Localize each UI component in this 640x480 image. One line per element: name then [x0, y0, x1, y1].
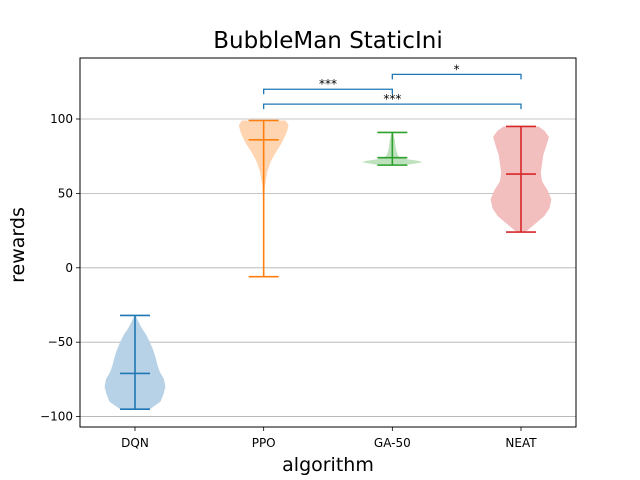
significance-bracket — [263, 103, 522, 110]
x-tick-label: NEAT — [505, 436, 537, 450]
x-tick-label: PPO — [252, 436, 276, 450]
significance-bracket — [391, 73, 522, 80]
y-tick-label: 0 — [65, 261, 73, 275]
x-axis-ticks: DQN PPO GA-50 NEAT — [121, 427, 537, 450]
violins — [104, 119, 552, 410]
y-tick-label: −100 — [40, 410, 73, 424]
x-axis-label: algorithm — [282, 454, 374, 476]
significance-label: * — [454, 62, 460, 76]
significance-label: *** — [319, 77, 337, 91]
y-tick-label: 100 — [50, 112, 73, 126]
x-tick-label: GA-50 — [374, 436, 411, 450]
y-tick-label: 50 — [58, 186, 73, 200]
significance-bracket — [263, 88, 393, 95]
significance-label: *** — [383, 92, 401, 106]
x-tick-label: DQN — [121, 436, 149, 450]
chart-title: BubbleMan StaticIni — [213, 28, 442, 54]
y-axis-label: rewards — [7, 207, 29, 283]
plot-frame — [79, 57, 577, 428]
y-axis-ticks: −100 −50 0 50 100 — [40, 112, 80, 424]
y-tick-label: −50 — [48, 335, 73, 349]
significance-brackets: ******* — [263, 62, 522, 110]
